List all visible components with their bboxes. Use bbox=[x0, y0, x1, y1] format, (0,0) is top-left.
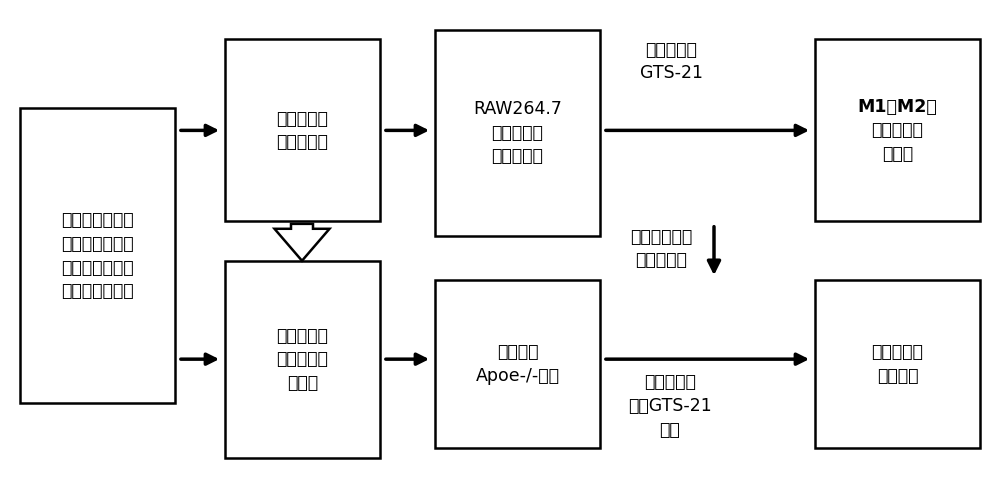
Text: 一种调节巨噬细
胞极化的方法及
其在延缓动脉粥
样硬化中的应用: 一种调节巨噬细 胞极化的方法及 其在延缓动脉粥 样硬化中的应用 bbox=[61, 212, 134, 300]
Text: 乙酰胆碱，
GTS-21: 乙酰胆碱， GTS-21 bbox=[640, 41, 703, 82]
Bar bbox=[435, 280, 600, 448]
Text: 一种调节巨
噬细胞极化: 一种调节巨 噬细胞极化 bbox=[277, 110, 328, 151]
Text: 迷走神经切
断后GTS-21
处理: 迷走神经切 断后GTS-21 处理 bbox=[628, 373, 712, 438]
Polygon shape bbox=[274, 224, 330, 261]
Bar bbox=[225, 39, 380, 221]
Bar bbox=[225, 261, 380, 458]
Text: 高脂饲养
Apoe-/-小鼠: 高脂饲养 Apoe-/-小鼠 bbox=[476, 343, 560, 385]
Bar bbox=[20, 108, 175, 403]
Bar bbox=[815, 39, 980, 221]
Text: M1和M2型
极化巨噬细
胞分析: M1和M2型 极化巨噬细 胞分析 bbox=[858, 98, 937, 163]
Bar bbox=[435, 30, 600, 236]
Text: 炎症因子和
斑块分析: 炎症因子和 斑块分析 bbox=[872, 343, 923, 385]
Text: 在延缓动脉
粥样硬化中
的应用: 在延缓动脉 粥样硬化中 的应用 bbox=[277, 327, 328, 392]
Bar bbox=[815, 280, 980, 448]
Text: 药物激活胆碱
能抗炎通路: 药物激活胆碱 能抗炎通路 bbox=[630, 228, 692, 269]
Text: RAW264.7
细胞，骨髓
源巨噬细胞: RAW264.7 细胞，骨髓 源巨噬细胞 bbox=[473, 100, 562, 165]
